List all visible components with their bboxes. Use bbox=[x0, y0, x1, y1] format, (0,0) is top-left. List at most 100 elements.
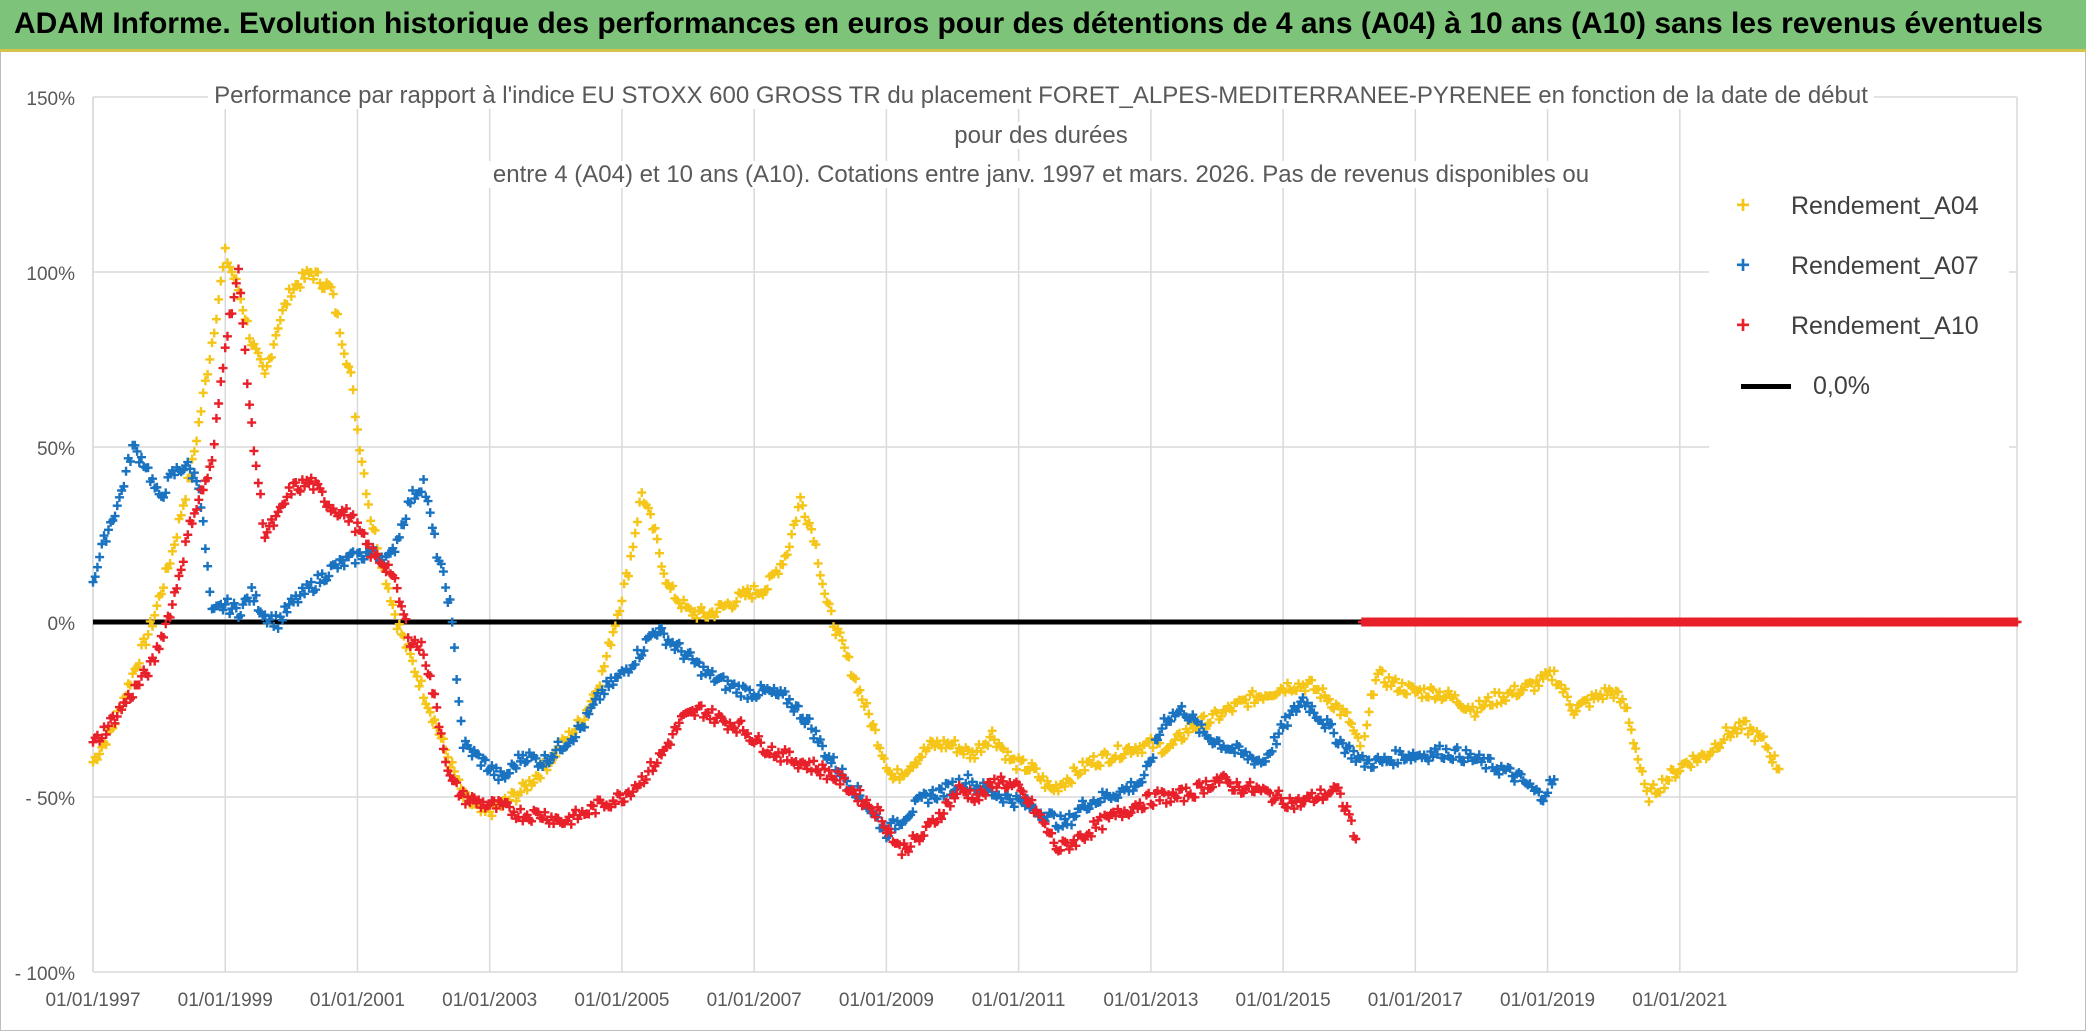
marker-rendement-a10 bbox=[452, 778, 462, 788]
marker-rendement-a04 bbox=[1562, 692, 1572, 702]
marker-rendement-a07 bbox=[1009, 802, 1019, 812]
marker-rendement-a04 bbox=[141, 640, 151, 650]
marker-rendement-a04 bbox=[879, 754, 889, 764]
marker-rendement-a04 bbox=[1080, 765, 1090, 775]
marker-rendement-a07 bbox=[780, 687, 790, 697]
marker-rendement-a07 bbox=[948, 777, 958, 787]
marker-rendement-a10 bbox=[564, 812, 574, 822]
marker-rendement-a07 bbox=[639, 646, 649, 656]
marker-rendement-a04 bbox=[249, 339, 259, 349]
marker-rendement-a07 bbox=[1271, 739, 1281, 749]
marker-rendement-a07 bbox=[1505, 763, 1515, 773]
marker-rendement-a07 bbox=[1441, 744, 1451, 754]
marker-rendement-a07 bbox=[1067, 820, 1077, 830]
marker-rendement-a07 bbox=[110, 511, 120, 521]
marker-rendement-a10 bbox=[1014, 780, 1024, 790]
marker-rendement-a04 bbox=[628, 542, 638, 552]
marker-rendement-a04 bbox=[244, 333, 254, 343]
marker-rendement-a10 bbox=[1316, 785, 1326, 795]
marker-rendement-a07 bbox=[489, 770, 499, 780]
marker-rendement-a04 bbox=[286, 291, 296, 301]
marker-rendement-a04 bbox=[313, 267, 323, 277]
marker-rendement-a07 bbox=[251, 590, 261, 600]
marker-rendement-a04 bbox=[167, 546, 177, 556]
marker-rendement-a10 bbox=[1296, 801, 1306, 811]
marker-rendement-a10 bbox=[877, 816, 887, 826]
marker-rendement-a10 bbox=[216, 377, 226, 387]
marker-rendement-a04 bbox=[211, 314, 221, 324]
marker-rendement-a04 bbox=[255, 354, 265, 364]
marker-rendement-a10 bbox=[1166, 797, 1176, 807]
marker-rendement-a10 bbox=[1003, 782, 1013, 792]
marker-rendement-a07 bbox=[1078, 796, 1088, 806]
marker-rendement-a10 bbox=[134, 680, 144, 690]
marker-rendement-a04 bbox=[390, 609, 400, 619]
marker-rendement-a04 bbox=[1626, 725, 1636, 735]
marker-rendement-a10 bbox=[972, 790, 982, 800]
marker-rendement-a10 bbox=[337, 505, 347, 515]
marker-rendement-a04 bbox=[1443, 686, 1453, 696]
marker-rendement-a04 bbox=[1371, 675, 1381, 685]
marker-rendement-a10 bbox=[460, 799, 470, 809]
marker-rendement-a10 bbox=[1276, 793, 1286, 803]
marker-rendement-a04 bbox=[579, 715, 589, 725]
marker-rendement-a04 bbox=[225, 262, 235, 272]
marker-rendement-a10 bbox=[291, 477, 301, 487]
marker-rendement-a04 bbox=[355, 445, 365, 455]
marker-rendement-a10 bbox=[176, 565, 186, 575]
x-tick-label: 01/01/2007 bbox=[707, 990, 802, 1011]
marker-rendement-a10 bbox=[707, 704, 717, 714]
marker-rendement-a10 bbox=[879, 822, 889, 832]
marker-rendement-a07 bbox=[313, 570, 323, 580]
marker-rendement-a04 bbox=[654, 548, 664, 558]
marker-rendement-a07 bbox=[661, 640, 671, 650]
marker-rendement-a04 bbox=[1640, 779, 1650, 789]
marker-rendement-a07 bbox=[928, 785, 938, 795]
marker-rendement-a07 bbox=[92, 562, 102, 572]
marker-rendement-a04 bbox=[1179, 734, 1189, 744]
legend: + Rendement_A04 + Rendement_A07 + Rendem… bbox=[1709, 186, 2009, 486]
banner: ADAM Informe. Evolution historique des p… bbox=[0, 0, 2086, 52]
marker-rendement-a07 bbox=[236, 611, 246, 621]
marker-rendement-a07 bbox=[1534, 787, 1544, 797]
marker-rendement-a07 bbox=[350, 558, 360, 568]
marker-rendement-a10 bbox=[1232, 777, 1242, 787]
marker-rendement-a07 bbox=[793, 701, 803, 711]
marker-rendement-a10 bbox=[1265, 788, 1275, 798]
marker-rendement-a04 bbox=[615, 606, 625, 616]
marker-rendement-a07 bbox=[425, 508, 435, 518]
marker-rendement-a10 bbox=[229, 292, 239, 302]
marker-rendement-a04 bbox=[352, 425, 362, 435]
marker-rendement-a04 bbox=[1353, 733, 1363, 743]
marker-rendement-a07 bbox=[553, 737, 563, 747]
chart-title-line-2: pour des durées bbox=[161, 122, 1921, 150]
marker-rendement-a10 bbox=[445, 770, 455, 780]
marker-rendement-a10 bbox=[522, 810, 532, 820]
marker-rendement-a10 bbox=[665, 740, 675, 750]
marker-rendement-a10 bbox=[214, 398, 224, 408]
marker-rendement-a04 bbox=[1360, 731, 1370, 741]
marker-rendement-a04 bbox=[1732, 728, 1742, 738]
marker-rendement-a04 bbox=[1362, 720, 1372, 730]
marker-rendement-a04 bbox=[344, 362, 354, 372]
marker-rendement-a10 bbox=[716, 712, 726, 722]
marker-rendement-a04 bbox=[624, 571, 634, 581]
marker-rendement-a04 bbox=[1613, 687, 1623, 697]
marker-rendement-a07 bbox=[531, 753, 541, 763]
marker-rendement-a07 bbox=[721, 685, 731, 695]
x-tick-label: 01/01/2013 bbox=[1103, 990, 1198, 1011]
marker-rendement-a07 bbox=[599, 689, 609, 699]
marker-rendement-a07 bbox=[449, 643, 459, 653]
marker-rendement-a04 bbox=[817, 579, 827, 589]
marker-rendement-a10 bbox=[194, 495, 204, 505]
marker-rendement-a04 bbox=[815, 570, 825, 580]
marker-rendement-a04 bbox=[657, 562, 667, 572]
marker-rendement-a04 bbox=[1631, 744, 1641, 754]
marker-rendement-a07 bbox=[1113, 793, 1123, 803]
marker-rendement-a07 bbox=[1139, 770, 1149, 780]
marker-rendement-a07 bbox=[745, 685, 755, 695]
marker-rendement-a07 bbox=[637, 650, 647, 660]
marker-rendement-a04 bbox=[1377, 666, 1387, 676]
marker-rendement-a04 bbox=[1741, 716, 1751, 726]
marker-rendement-a04 bbox=[328, 289, 338, 299]
